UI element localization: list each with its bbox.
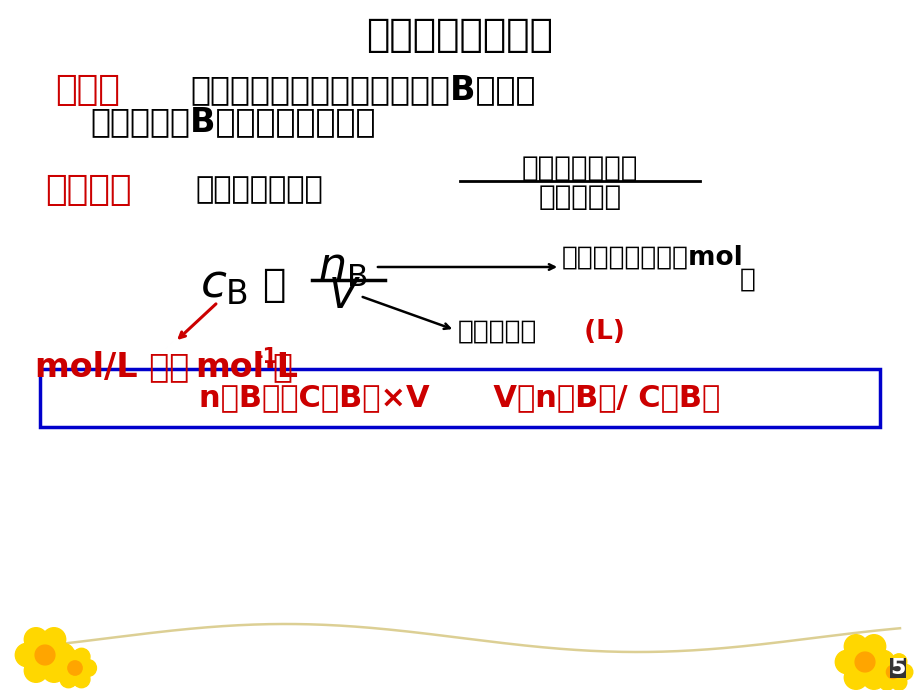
Circle shape xyxy=(60,649,77,665)
Text: 溶液的体积: 溶液的体积 xyxy=(538,183,621,211)
Text: 三、物质的量浓度: 三、物质的量浓度 xyxy=(366,16,553,54)
Text: mol·L: mol·L xyxy=(195,351,298,384)
Circle shape xyxy=(872,664,888,680)
Circle shape xyxy=(861,666,885,689)
Text: $\mathit{V}$: $\mathit{V}$ xyxy=(328,275,360,317)
Text: (L): (L) xyxy=(574,319,624,345)
Text: 的量，叫做B的物质的量浓度。: 的量，叫做B的物质的量浓度。 xyxy=(90,106,375,139)
Text: -1: -1 xyxy=(255,347,278,367)
Circle shape xyxy=(16,643,39,667)
Circle shape xyxy=(68,661,82,675)
Text: 溶液的体积: 溶液的体积 xyxy=(458,319,537,345)
FancyBboxPatch shape xyxy=(40,369,879,427)
Circle shape xyxy=(73,671,90,688)
Circle shape xyxy=(73,649,90,665)
Text: 5: 5 xyxy=(890,658,904,678)
Text: ）: ） xyxy=(272,351,291,384)
Circle shape xyxy=(885,665,899,678)
Circle shape xyxy=(854,652,874,672)
Circle shape xyxy=(79,660,96,676)
Text: ）: ） xyxy=(739,267,755,293)
Circle shape xyxy=(844,666,867,689)
Circle shape xyxy=(861,635,885,658)
Circle shape xyxy=(891,654,906,669)
Text: $\mathit{c}_{\mathrm{B}}$: $\mathit{c}_{\mathrm{B}}$ xyxy=(199,262,248,308)
Circle shape xyxy=(24,628,48,651)
Circle shape xyxy=(42,659,65,682)
Circle shape xyxy=(60,671,77,688)
Text: 物质的量浓度＝: 物质的量浓度＝ xyxy=(195,175,323,204)
Circle shape xyxy=(844,635,867,658)
Text: $\mathit{n}_{\mathrm{B}}$: $\mathit{n}_{\mathrm{B}}$ xyxy=(318,246,367,288)
Text: 定义：: 定义： xyxy=(55,73,119,107)
Circle shape xyxy=(870,650,894,673)
Circle shape xyxy=(896,664,912,680)
Circle shape xyxy=(879,675,894,690)
Circle shape xyxy=(834,650,857,673)
Text: 溶质的物质的量（mol: 溶质的物质的量（mol xyxy=(562,245,743,271)
Circle shape xyxy=(53,660,71,676)
Circle shape xyxy=(24,659,48,682)
Circle shape xyxy=(879,654,894,669)
Text: 溶质的物质的量: 溶质的物质的量 xyxy=(521,154,638,182)
Text: n（B）＝C（B）×V      V＝n（B）/ C（B）: n（B）＝C（B）×V V＝n（B）/ C（B） xyxy=(199,384,720,413)
Circle shape xyxy=(891,675,906,690)
Text: ＝: ＝ xyxy=(262,266,285,304)
Text: 表示单位体积溶液里所含溶质B的物质: 表示单位体积溶液里所含溶质B的物质 xyxy=(190,74,535,106)
Circle shape xyxy=(42,628,65,651)
Circle shape xyxy=(51,643,74,667)
Text: mol/L （或: mol/L （或 xyxy=(35,351,189,384)
Circle shape xyxy=(35,645,55,665)
Text: 表达式：: 表达式： xyxy=(45,173,131,207)
